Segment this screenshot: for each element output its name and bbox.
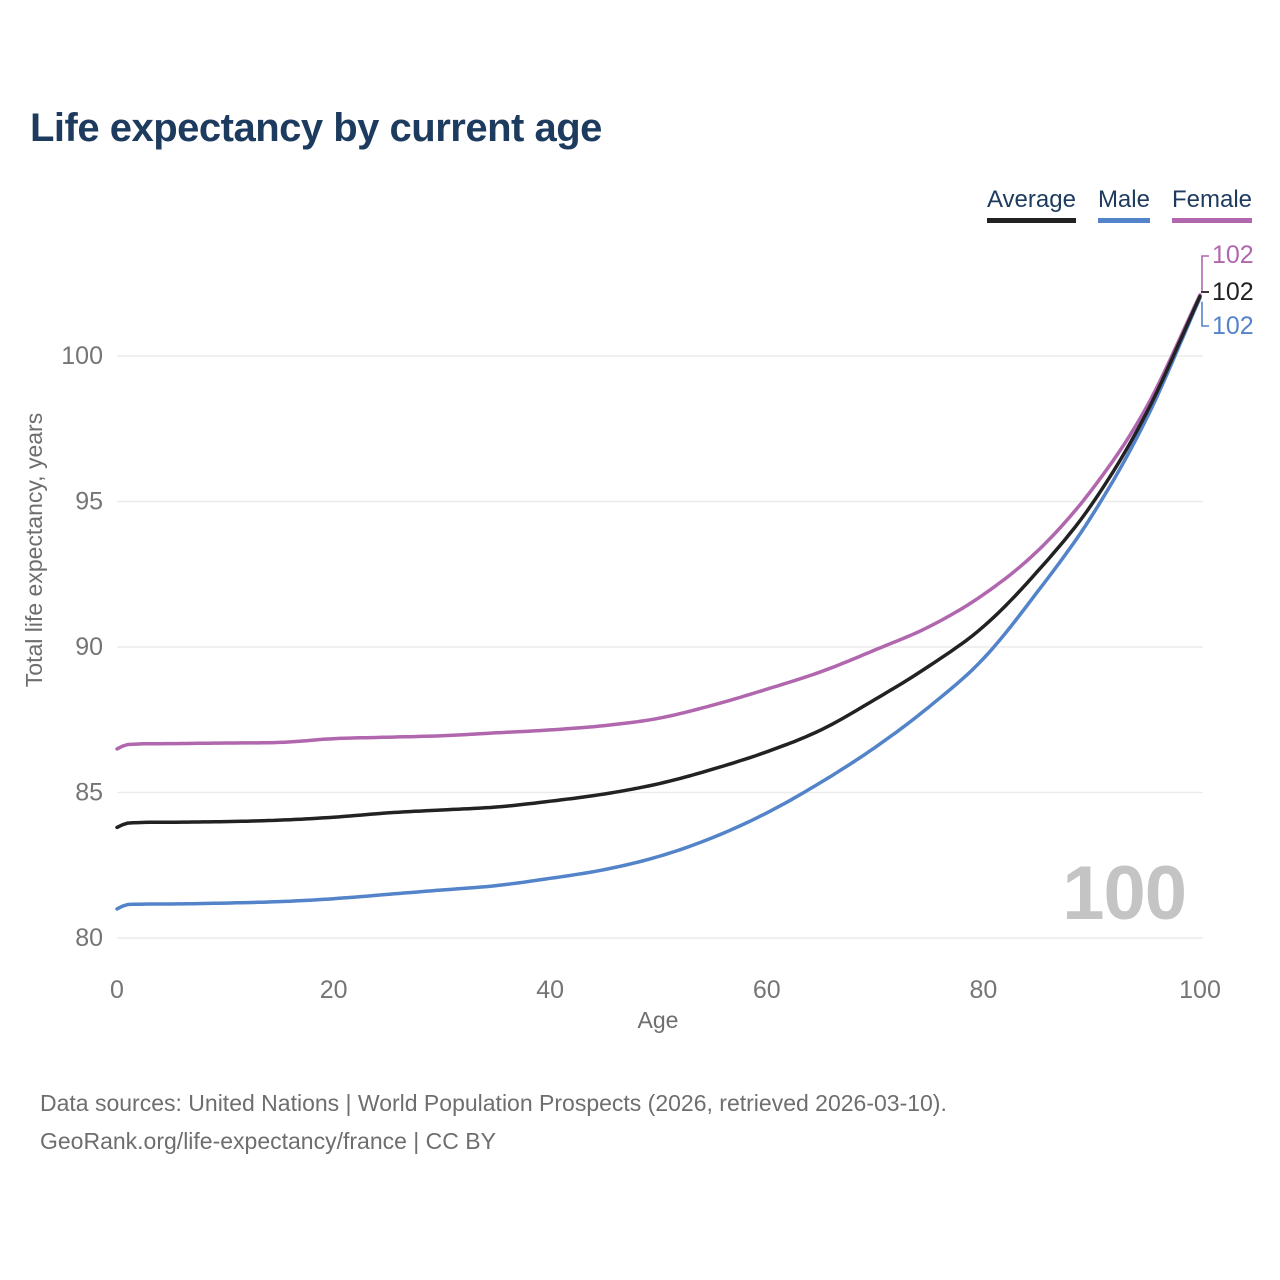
end-label-average: 102 — [1212, 278, 1254, 306]
x-tick-0: 0 — [110, 976, 124, 1004]
series-line-male[interactable] — [115, 296, 1202, 911]
footer-sources-line: Data sources: United Nations | World Pop… — [40, 1090, 947, 1116]
x-tick-20: 20 — [320, 976, 348, 1004]
x-tick-40: 40 — [536, 976, 564, 1004]
y-tick-80: 80 — [75, 924, 103, 952]
legend: Average Male Female — [986, 186, 1252, 223]
series-lines — [115, 293, 1202, 911]
end-label-leader-lines — [1201, 255, 1209, 327]
footer: Data sources: United Nations | World Pop… — [40, 1084, 947, 1160]
chart-title: Life expectancy by current age — [30, 106, 602, 150]
y-tick-90: 90 — [75, 633, 103, 661]
legend-item-average[interactable]: Average — [986, 186, 1076, 223]
y-tick-100: 100 — [61, 342, 103, 370]
end-label-male: 102 — [1212, 312, 1254, 340]
x-axis-tick-labels: 0 20 40 60 80 100 — [110, 976, 1221, 1004]
legend-item-male[interactable]: Male — [1097, 186, 1150, 223]
y-axis-title: Total life expectancy, years — [21, 413, 47, 687]
series-line-female[interactable] — [115, 293, 1202, 751]
leader-female — [1201, 255, 1209, 291]
y-tick-85: 85 — [75, 779, 103, 807]
y-tick-95: 95 — [75, 488, 103, 516]
end-label-female: 102 — [1212, 241, 1254, 269]
legend-item-female[interactable]: Female — [1171, 186, 1252, 223]
x-tick-100: 100 — [1179, 976, 1221, 1004]
watermark-100: 100 — [1062, 851, 1187, 936]
x-tick-60: 60 — [753, 976, 781, 1004]
footer-link-line: GeoRank.org/life-expectancy/france | CC … — [40, 1128, 496, 1154]
leader-male — [1201, 301, 1209, 327]
x-axis-title: Age — [638, 1007, 679, 1033]
gridlines — [117, 355, 1203, 939]
y-axis-tick-labels: 80 85 90 95 100 — [61, 342, 103, 952]
x-tick-80: 80 — [969, 976, 997, 1004]
series-line-average[interactable] — [115, 294, 1202, 830]
